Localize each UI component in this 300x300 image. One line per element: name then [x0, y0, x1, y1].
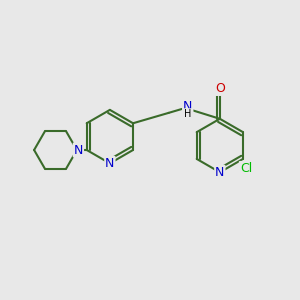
- Text: N: N: [215, 166, 224, 179]
- Text: O: O: [215, 82, 225, 95]
- Text: Cl: Cl: [240, 162, 252, 175]
- Text: N: N: [74, 143, 83, 157]
- Text: N: N: [105, 157, 115, 170]
- Text: H: H: [184, 109, 191, 119]
- Text: N: N: [183, 100, 192, 113]
